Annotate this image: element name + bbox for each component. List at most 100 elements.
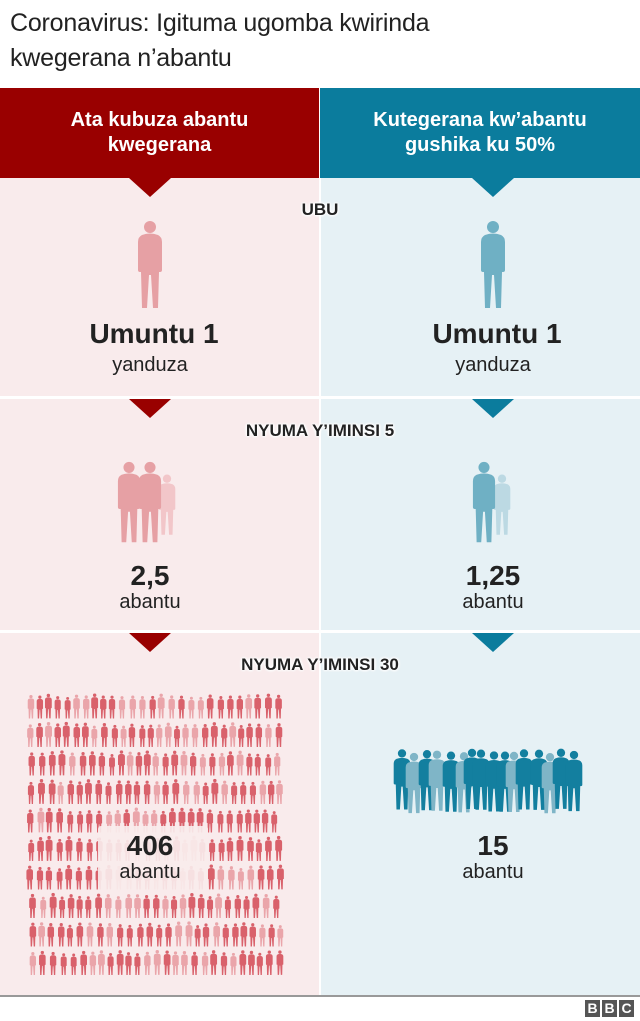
person-icon: [48, 751, 56, 776]
left-now-unit: yanduza: [112, 354, 188, 376]
person-icon: [254, 694, 262, 719]
person-icon: [29, 893, 36, 918]
person-icon: [89, 951, 97, 975]
person-icon: [44, 693, 52, 719]
person-icon: [162, 895, 169, 918]
person-icon: [168, 695, 175, 719]
person-icon: [227, 695, 234, 719]
person-icon: [220, 952, 228, 975]
left-5days-unit: abantu: [119, 591, 181, 613]
person-icon: [54, 696, 61, 719]
person-icon: [210, 950, 218, 975]
person-icon: [199, 753, 206, 776]
person-icon: [69, 752, 76, 776]
person-icon: [58, 922, 65, 947]
person-icon: [194, 925, 201, 947]
person-icon: [211, 778, 219, 804]
left-30days-value: 406: [126, 830, 174, 861]
person-icon: [206, 694, 214, 719]
person-icon: [38, 778, 45, 804]
person-icon: [240, 922, 248, 947]
person-icon: [213, 922, 221, 947]
person-icon: [101, 722, 108, 747]
person-icon: [252, 893, 260, 918]
person-icon: [66, 924, 73, 947]
person-icon: [248, 950, 255, 975]
section-label-now: UBU: [301, 200, 339, 219]
person-icon: [27, 724, 34, 747]
person-icon: [109, 754, 115, 776]
person-icon: [108, 695, 116, 719]
person-icon: [106, 923, 114, 947]
person-icon: [239, 950, 247, 975]
person-icon: [276, 780, 283, 804]
person-icon: [171, 896, 178, 918]
person-icon: [129, 695, 136, 719]
person-icon: [218, 752, 226, 776]
arrow-down-icon: [129, 633, 171, 652]
person-icon: [265, 724, 272, 747]
person-icon: [146, 922, 154, 947]
person-icon: [37, 807, 45, 833]
person-icon: [172, 951, 179, 975]
person-icon: [245, 694, 253, 719]
right-now-value: Umuntu 1: [432, 318, 562, 349]
person-icon: [185, 921, 193, 947]
person-icon: [255, 723, 263, 747]
person-icon: [149, 695, 156, 719]
person-icon: [164, 722, 172, 747]
person-icon: [126, 924, 133, 947]
person-icon: [49, 892, 57, 918]
person-icon: [47, 922, 55, 947]
person-icon: [265, 950, 273, 975]
person-icon: [107, 952, 114, 975]
left-30days-unit: abantu: [119, 861, 181, 883]
arrow-down-icon: [129, 178, 171, 197]
person-icon: [79, 752, 87, 776]
section-label-5days: NYUMA Y’IMINSI 5: [245, 421, 395, 440]
person-icon: [254, 753, 261, 776]
person-icon: [153, 950, 161, 975]
person-icon: [39, 950, 46, 975]
person-icon: [60, 953, 67, 976]
person-icon: [54, 723, 61, 747]
person-icon: [259, 924, 266, 947]
person-icon: [118, 696, 126, 719]
person-icon: [264, 693, 272, 719]
person-icon: [115, 896, 122, 918]
person-icon: [38, 922, 45, 947]
person-icon: [86, 922, 94, 947]
person-icon: [126, 751, 134, 776]
person-icon: [139, 695, 146, 719]
person-icon: [82, 722, 89, 747]
person-icon: [85, 779, 92, 804]
person-icon: [202, 723, 209, 747]
person-icon: [143, 750, 151, 776]
person-icon: [276, 950, 284, 975]
person-icon: [27, 781, 35, 804]
person-icon: [277, 925, 284, 947]
person-icon: [45, 721, 52, 747]
arrow-down-icon: [472, 399, 514, 418]
person-icon: [162, 753, 169, 776]
person-icon: [249, 923, 256, 947]
person-icon: [165, 923, 172, 947]
person-icon: [48, 779, 56, 804]
page-title: Coronavirus: Igituma ugomba kwirinda kwe…: [10, 9, 430, 72]
person-icon: [125, 952, 132, 975]
person-icon: [76, 895, 83, 918]
person-icon: [98, 950, 105, 975]
person-icon: [202, 923, 210, 947]
person-icon: [115, 780, 123, 804]
person-icon: [175, 921, 183, 947]
person-icon: [189, 752, 197, 776]
person-icon: [162, 781, 169, 804]
person-icon: [76, 781, 83, 804]
person-icon: [125, 780, 132, 804]
person-icon: [67, 894, 75, 918]
person-icon: [70, 953, 77, 976]
right-30days-value: 15: [477, 830, 509, 861]
person-icon: [134, 953, 141, 975]
person-icon: [153, 781, 161, 804]
person-icon: [182, 724, 189, 747]
